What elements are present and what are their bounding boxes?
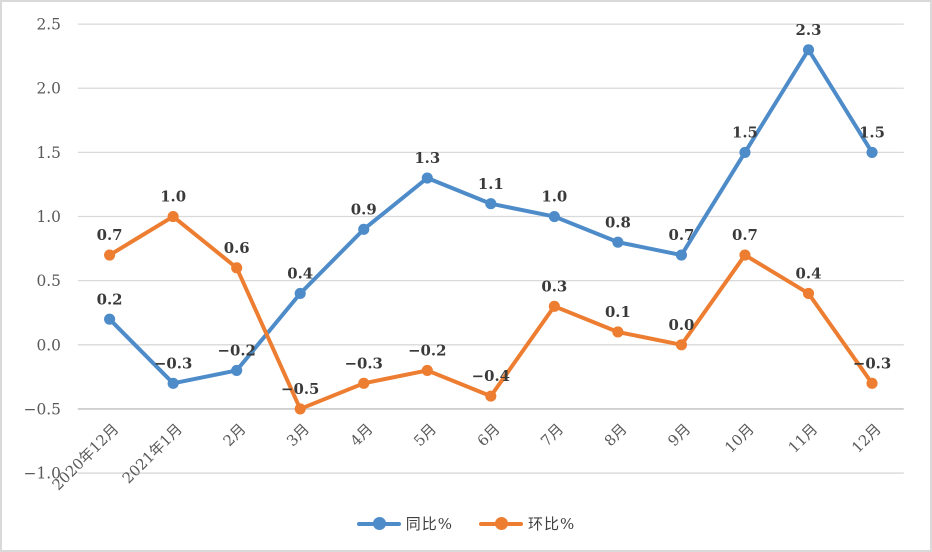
svg-text:−0.2: −0.2 bbox=[218, 342, 256, 360]
svg-text:1.5: 1.5 bbox=[37, 144, 61, 162]
svg-text:0.7: 0.7 bbox=[668, 226, 694, 244]
svg-text:0.3: 0.3 bbox=[541, 277, 567, 295]
svg-text:−0.4: −0.4 bbox=[472, 367, 510, 385]
svg-text:0.7: 0.7 bbox=[732, 226, 758, 244]
data-labels-mom: 0.7 1.0 0.6 −0.5 −0.3 −0.2 −0.4 0.3 0.1 0.0 0.7 0.4… bbox=[97, 188, 892, 398]
svg-text:8月: 8月 bbox=[601, 420, 631, 450]
svg-text:1.0: 1.0 bbox=[37, 208, 61, 226]
svg-text:3月: 3月 bbox=[283, 420, 313, 450]
svg-text:0.8: 0.8 bbox=[605, 213, 631, 231]
svg-text:−0.2: −0.2 bbox=[408, 342, 446, 360]
svg-text:0.4: 0.4 bbox=[796, 265, 822, 283]
svg-text:−0.3: −0.3 bbox=[853, 354, 891, 372]
legend: 同比% 环比% bbox=[2, 513, 930, 534]
svg-text:0.0: 0.0 bbox=[37, 336, 61, 354]
svg-text:0.9: 0.9 bbox=[351, 200, 377, 218]
svg-text:0.0: 0.0 bbox=[668, 316, 694, 334]
svg-text:0.5: 0.5 bbox=[37, 272, 61, 290]
svg-text:1.5: 1.5 bbox=[732, 124, 758, 142]
svg-text:1.0: 1.0 bbox=[160, 188, 186, 206]
svg-text:2月: 2月 bbox=[219, 420, 249, 450]
svg-text:4月: 4月 bbox=[347, 420, 377, 450]
svg-text:9月: 9月 bbox=[664, 420, 694, 450]
svg-text:2021年1月: 2021年1月 bbox=[119, 420, 186, 487]
line-marker-icon bbox=[479, 517, 523, 530]
gridlines bbox=[77, 23, 904, 474]
svg-text:−0.3: −0.3 bbox=[345, 354, 383, 372]
svg-text:1.0: 1.0 bbox=[541, 188, 567, 206]
svg-text:1.5: 1.5 bbox=[859, 124, 885, 142]
svg-text:−1.0: −1.0 bbox=[24, 465, 61, 483]
svg-text:0.6: 0.6 bbox=[224, 239, 250, 257]
legend-label-yoy: 同比% bbox=[405, 515, 453, 533]
svg-text:0.4: 0.4 bbox=[287, 265, 313, 283]
svg-text:6月: 6月 bbox=[474, 420, 504, 450]
y-axis-tick-labels: 2.5 2.0 1.5 1.0 0.5 0.0 −0.5 −1.0 bbox=[24, 16, 61, 483]
svg-text:5月: 5月 bbox=[410, 420, 440, 450]
svg-text:2.5: 2.5 bbox=[37, 16, 61, 34]
legend-item-mom: 环比% bbox=[479, 513, 575, 534]
svg-text:7月: 7月 bbox=[537, 420, 567, 450]
svg-text:10月: 10月 bbox=[721, 420, 758, 457]
svg-text:2.3: 2.3 bbox=[796, 21, 822, 39]
svg-text:12月: 12月 bbox=[848, 420, 885, 457]
legend-label-mom: 环比% bbox=[528, 515, 576, 533]
svg-text:2.0: 2.0 bbox=[37, 80, 61, 98]
svg-text:0.2: 0.2 bbox=[97, 290, 123, 308]
svg-text:−0.3: −0.3 bbox=[154, 354, 192, 372]
svg-text:2020年12月: 2020年12月 bbox=[48, 420, 122, 494]
svg-text:0.1: 0.1 bbox=[605, 303, 631, 321]
legend-item-yoy: 同比% bbox=[356, 513, 453, 534]
data-labels-yoy: 0.2 −0.3 −0.2 0.4 0.9 1.3 1.1 1.0 0.8 0.7 1.5 2.3 1.… bbox=[97, 21, 885, 373]
svg-text:1.1: 1.1 bbox=[478, 175, 504, 193]
series-line-yoy bbox=[104, 44, 878, 389]
svg-text:1.3: 1.3 bbox=[414, 149, 440, 167]
line-marker-icon bbox=[356, 517, 401, 530]
svg-text:−0.5: −0.5 bbox=[24, 400, 61, 418]
svg-text:0.7: 0.7 bbox=[97, 226, 123, 244]
svg-text:11月: 11月 bbox=[785, 420, 822, 457]
svg-text:−0.5: −0.5 bbox=[281, 380, 319, 398]
series-line-mom bbox=[104, 210, 878, 415]
